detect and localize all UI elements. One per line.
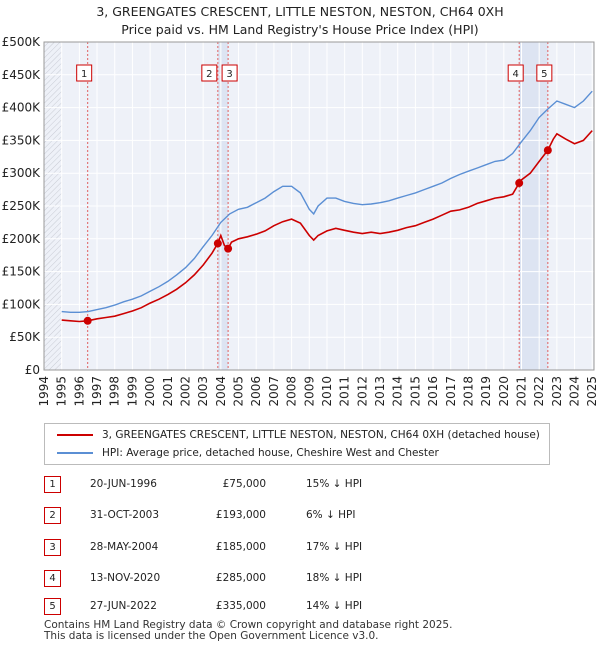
legend: 3, GREENGATES CRESCENT, LITTLE NESTON, N… [44, 423, 550, 465]
transaction-label-box [536, 64, 553, 82]
table-row: 3 28-MAY-2004 £185,000 17% ↓ HPI [44, 537, 544, 557]
transaction-point [83, 316, 92, 325]
transaction-hpi: 18% ↓ HPI [306, 572, 363, 584]
y-tick-label: £100K [2, 297, 42, 311]
y-tick-label: £300K [2, 166, 42, 180]
x-tick-label: 1994 [37, 376, 51, 407]
transaction-date: 13-NOV-2020 [90, 572, 161, 584]
transaction-hpi: 6% ↓ HPI [306, 509, 356, 521]
transaction-date: 27-JUN-2022 [90, 600, 157, 612]
table-row: 1 20-JUN-1996 £75,000 15% ↓ HPI [44, 474, 544, 494]
transaction-number: 5 [44, 598, 61, 615]
x-tick-label: 2004 [214, 376, 228, 407]
y-tick-label: £400K [2, 101, 42, 115]
transaction-point [224, 244, 233, 253]
footer-copyright: Contains HM Land Registry data © Crown c… [44, 619, 453, 631]
chart-title: 3, GREENGATES CRESCENT, LITTLE NESTON, N… [96, 4, 504, 19]
x-tick-label: 2014 [391, 376, 405, 407]
x-tick-label: 2017 [444, 376, 458, 407]
legend-label-hpi: HPI: Average price, detached house, Ches… [102, 447, 439, 459]
transaction-price: £193,000 [215, 509, 266, 521]
hpi-line [61, 90, 593, 313]
legend-item-hpi: HPI: Average price, detached house, Ches… [57, 445, 439, 461]
x-tick-label: 1996 [72, 376, 86, 407]
transaction-date: 28-MAY-2004 [90, 541, 159, 553]
legend-swatch-property [57, 434, 93, 436]
transaction-hpi: 17% ↓ HPI [306, 541, 363, 553]
transaction-point [213, 239, 222, 248]
transaction-label-box [507, 64, 524, 82]
property-price-line [61, 130, 593, 323]
x-tick-label: 2019 [479, 376, 493, 407]
x-tick-label: 2018 [461, 376, 475, 407]
transaction-date: 31-OCT-2003 [90, 509, 159, 521]
x-tick-label: 2007 [267, 376, 281, 407]
table-row: 4 13-NOV-2020 £285,000 18% ↓ HPI [44, 568, 544, 588]
x-tick-label: 1999 [125, 376, 139, 407]
x-tick-label: 2002 [178, 376, 192, 407]
transaction-date: 20-JUN-1996 [90, 478, 157, 490]
x-tick-label: 2001 [161, 376, 175, 407]
y-tick-label: £250K [2, 199, 42, 213]
transaction-price: £75,000 [222, 478, 266, 490]
x-tick-label: 2012 [355, 376, 369, 407]
x-tick-label: 2011 [338, 376, 352, 407]
transaction-point [543, 146, 552, 155]
transaction-label: 3 [226, 69, 232, 80]
footer-licence: This data is licensed under the Open Gov… [44, 630, 379, 642]
x-tick-label: 2003 [196, 376, 210, 407]
x-tick-label: 1995 [55, 376, 69, 407]
y-tick-label: £50K [9, 330, 41, 344]
x-tick-label: 1998 [108, 376, 122, 407]
x-tick-label: 2015 [408, 376, 422, 407]
transaction-number: 3 [44, 539, 61, 556]
transaction-price: £185,000 [215, 541, 266, 553]
transaction-label-box [201, 64, 218, 82]
x-tick-label: 2024 [568, 376, 582, 407]
x-tick-label: 2021 [514, 376, 528, 407]
y-tick-label: £150K [2, 265, 42, 279]
y-tick-label: £500K [2, 35, 42, 49]
transaction-label-box [221, 64, 238, 82]
legend-swatch-hpi [57, 452, 93, 454]
transaction-number: 1 [44, 476, 61, 493]
legend-label-property: 3, GREENGATES CRESCENT, LITTLE NESTON, N… [102, 429, 540, 441]
transaction-label: 2 [206, 69, 212, 80]
transaction-hpi: 15% ↓ HPI [306, 478, 363, 490]
x-tick-label: 2013 [373, 376, 387, 407]
chart-subtitle: Price paid vs. HM Land Registry's House … [121, 22, 479, 37]
table-row: 5 27-JUN-2022 £335,000 14% ↓ HPI [44, 596, 544, 616]
x-tick-label: 2016 [426, 376, 440, 407]
transaction-label: 5 [541, 69, 547, 80]
transaction-price: £335,000 [215, 600, 266, 612]
x-tick-label: 2005 [232, 376, 246, 407]
x-tick-label: 2010 [320, 376, 334, 407]
table-row: 2 31-OCT-2003 £193,000 6% ↓ HPI [44, 505, 544, 525]
x-tick-label: 2023 [550, 376, 564, 407]
footer: Contains HM Land Registry data © Crown c… [44, 620, 452, 642]
transaction-hpi: 14% ↓ HPI [306, 600, 363, 612]
y-tick-label: £200K [2, 232, 42, 246]
transaction-price: £285,000 [215, 572, 266, 584]
transaction-label: 1 [81, 69, 87, 80]
transaction-point [515, 179, 524, 188]
y-tick-label: £350K [2, 133, 42, 147]
transaction-number: 2 [44, 507, 61, 524]
x-tick-label: 2008 [285, 376, 299, 407]
legend-item-property: 3, GREENGATES CRESCENT, LITTLE NESTON, N… [57, 427, 540, 443]
price-chart: £0 £50K £100K £150K £200K £250K £300K £350K £400… [2, 35, 600, 407]
x-tick-label: 2025 [585, 376, 599, 407]
x-tick-label: 2022 [532, 376, 546, 407]
y-tick-label: £450K [2, 68, 42, 82]
y-tick-label: £0 [25, 363, 40, 377]
transaction-label-box [76, 64, 93, 82]
transaction-label: 4 [513, 69, 519, 80]
x-tick-label: 2009 [302, 376, 316, 407]
x-tick-label: 2020 [497, 376, 511, 407]
plot-border [43, 41, 595, 371]
x-tick-label: 1997 [90, 376, 104, 407]
x-tick-label: 2000 [143, 376, 157, 407]
x-tick-label: 2006 [249, 376, 263, 407]
transaction-number: 4 [44, 570, 61, 587]
